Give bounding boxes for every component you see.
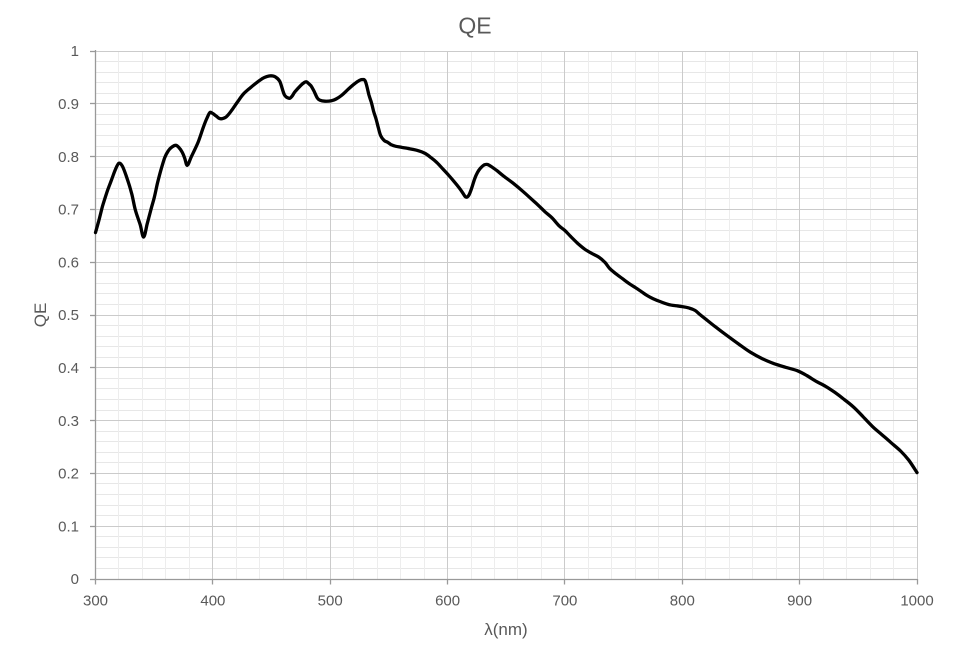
svg-text:0.4: 0.4 (58, 360, 79, 377)
svg-text:0.5: 0.5 (58, 307, 79, 324)
svg-text:500: 500 (318, 593, 343, 610)
svg-text:λ(nm): λ(nm) (484, 620, 527, 639)
svg-text:0.7: 0.7 (58, 202, 79, 219)
svg-text:0.1: 0.1 (58, 518, 79, 535)
svg-text:0.3: 0.3 (58, 413, 79, 430)
svg-text:QE: QE (458, 13, 491, 39)
svg-text:300: 300 (83, 593, 108, 610)
svg-text:QE: QE (31, 303, 50, 328)
svg-text:0.2: 0.2 (58, 466, 79, 483)
svg-text:1: 1 (71, 43, 79, 60)
svg-text:0: 0 (71, 571, 79, 588)
svg-text:400: 400 (200, 593, 225, 610)
svg-text:1000: 1000 (900, 593, 933, 610)
svg-text:700: 700 (552, 593, 577, 610)
svg-text:900: 900 (787, 593, 812, 610)
svg-text:0.9: 0.9 (58, 96, 79, 113)
svg-text:0.6: 0.6 (58, 254, 79, 271)
svg-text:0.8: 0.8 (58, 149, 79, 166)
svg-text:600: 600 (435, 593, 460, 610)
svg-text:800: 800 (670, 593, 695, 610)
